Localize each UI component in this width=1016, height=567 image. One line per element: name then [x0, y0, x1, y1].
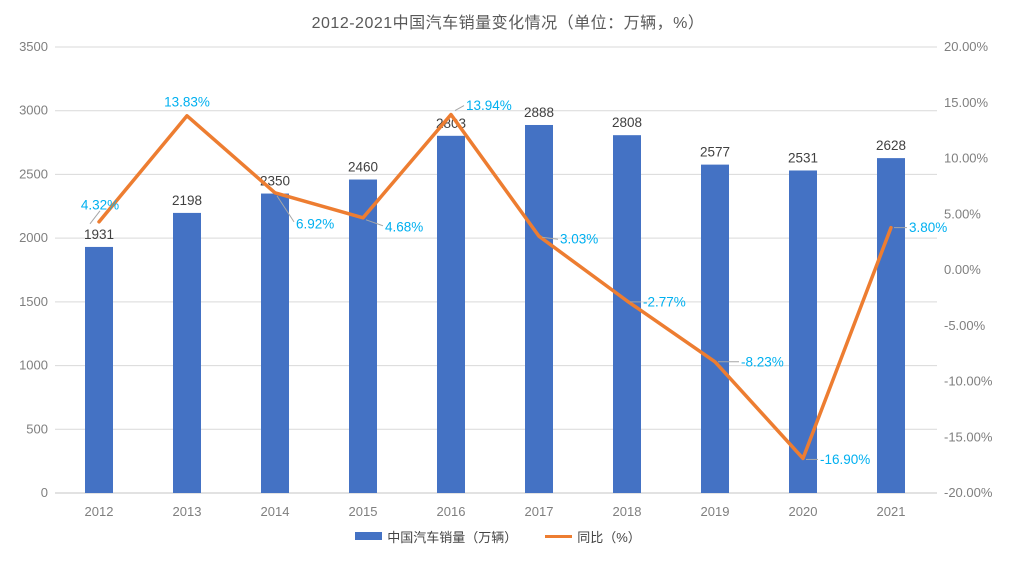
label-leader-line: [454, 105, 465, 112]
label-leader-line: [365, 219, 384, 227]
legend-item-yoy: 同比（%）: [545, 527, 641, 546]
bar-value-label: 2577: [700, 145, 730, 160]
bar-2018: [613, 135, 641, 493]
label-leader-line: [276, 195, 295, 223]
x-axis-tick-label: 2015: [349, 504, 378, 519]
right-axis-tick-label: 10.00%: [944, 151, 989, 166]
bar-value-label: 2888: [524, 105, 554, 120]
x-axis-tick-label: 2019: [701, 504, 730, 519]
x-axis-tick-label: 2020: [789, 504, 818, 519]
bar-value-label: 2531: [788, 150, 818, 165]
bar-value-label: 2350: [260, 174, 290, 189]
x-axis-tick-label: 2017: [525, 504, 554, 519]
left-axis-tick-label: 500: [26, 421, 48, 436]
line-point-label: -2.77%: [643, 294, 686, 309]
line-point-label: 3.80%: [909, 220, 947, 235]
x-axis-tick-label: 2018: [613, 504, 642, 519]
chart-title: 2012-2021中国汽车销量变化情况（单位：万辆，%）: [311, 15, 705, 32]
left-axis-tick-label: 0: [41, 485, 48, 500]
line-point-label: 4.32%: [81, 197, 119, 212]
bar-2014: [261, 193, 289, 494]
line-point-label: 6.92%: [296, 216, 334, 231]
line-series-swatch: [545, 534, 573, 538]
bar-value-label: 2460: [348, 160, 378, 175]
right-axis-tick-label: -15.00%: [944, 429, 993, 444]
line-point-label: 13.94%: [466, 98, 512, 113]
line-point-label: 13.83%: [164, 94, 210, 109]
bar-2020: [789, 170, 817, 494]
right-axis-tick-label: -20.00%: [944, 485, 993, 500]
bar-2012: [85, 246, 113, 493]
legend-label-yoy: 同比（%）: [577, 529, 641, 545]
right-axis-tick-label: 0.00%: [944, 262, 981, 277]
legend-label-sales: 中国汽车销量（万辆）: [387, 529, 518, 545]
left-axis-tick-label: 3000: [19, 103, 48, 118]
line-point-label: -16.90%: [820, 452, 870, 467]
bar-value-label: 2628: [876, 138, 906, 153]
right-axis-tick-label: -10.00%: [944, 374, 993, 389]
x-axis-tick-label: 2012: [85, 504, 114, 519]
yoy-line-series: [97, 112, 893, 461]
bar-2016: [437, 135, 465, 493]
bar-value-label: 1931: [84, 227, 114, 242]
x-axis-tick-label: 2016: [437, 504, 466, 519]
bar-2013: [173, 212, 201, 494]
bar-2019: [701, 164, 729, 493]
label-leader-line: [89, 210, 101, 225]
legend: 中国汽车销量（万辆） 同比（%）: [0, 526, 996, 546]
legend-item-sales: 中国汽车销量（万辆）: [355, 527, 517, 546]
label-leader-line: [541, 236, 559, 240]
right-axis-tick-label: -5.00%: [944, 318, 986, 333]
line-point-label: 4.68%: [385, 219, 423, 234]
bar-value-label: 2198: [172, 193, 202, 208]
x-axis-tick-label: 2021: [877, 504, 906, 519]
line-point-label: 3.03%: [560, 232, 598, 247]
right-axis-tick-label: 15.00%: [944, 95, 989, 110]
bar-2017: [525, 124, 553, 494]
left-axis-tick-label: 2000: [19, 230, 48, 245]
bar-value-label: 2808: [612, 115, 642, 130]
right-axis-tick-label: 20.00%: [944, 39, 989, 54]
x-axis-tick-label: 2014: [261, 504, 290, 519]
x-axis-tick-label: 2013: [173, 504, 202, 519]
left-axis-tick-label: 3500: [19, 39, 48, 54]
left-axis-tick-label: 1000: [19, 358, 48, 373]
bar-2021: [877, 158, 905, 493]
bar-2015: [349, 179, 377, 494]
right-axis-tick-label: 5.00%: [944, 206, 981, 221]
left-axis-tick-label: 1500: [19, 294, 48, 309]
line-point-label: -8.23%: [741, 354, 784, 369]
bar-series-swatch: [355, 532, 383, 540]
left-axis-tick-label: 2500: [19, 166, 48, 181]
